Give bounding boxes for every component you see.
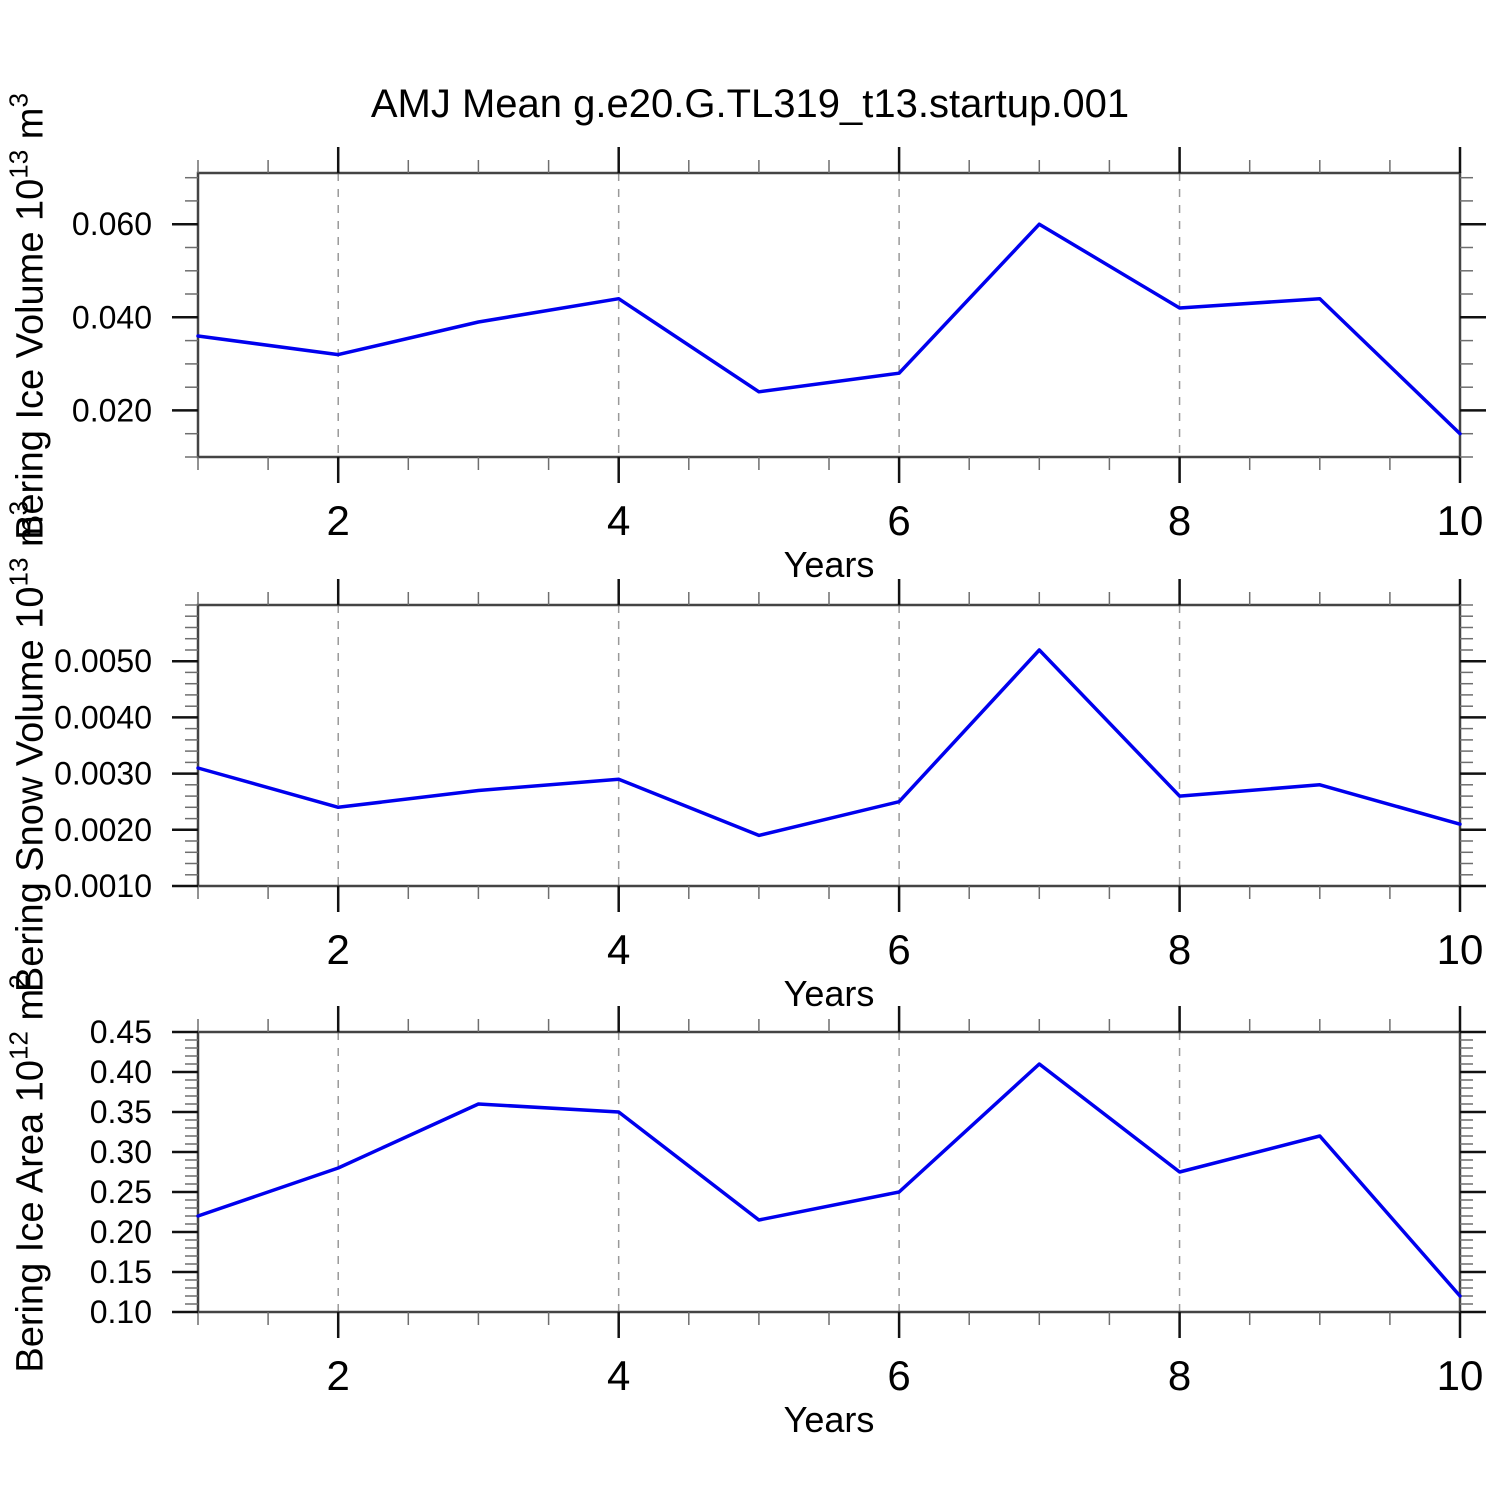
- x-tick-label: 10: [1437, 497, 1484, 544]
- x-tick-label: 8: [1168, 1352, 1191, 1399]
- panel-bering-snow-volume: 2 4 6 8 10 0.0010 0.0020 0.0030 0.0040 0.0050 Year…: [54, 579, 1486, 1014]
- x-tick-label: 6: [887, 1352, 910, 1399]
- y-tick-label: 0.0010: [54, 868, 152, 904]
- y-tick-label: 0.45: [90, 1014, 152, 1050]
- y-tick-label: 0.15: [90, 1254, 152, 1290]
- y-tick-label: 0.30: [90, 1134, 152, 1170]
- x-tick-label: 6: [887, 497, 910, 544]
- x-tick-label: 10: [1437, 1352, 1484, 1399]
- data-line-bering-ice-volume: [196, 222, 1462, 436]
- y-tick-label: 0.40: [90, 1054, 152, 1090]
- y-tick-label: 0.0020: [54, 812, 152, 848]
- x-axis-title: Years: [784, 1399, 875, 1440]
- x-tick-label: 4: [607, 1352, 630, 1399]
- y-tick-label: 0.040: [72, 299, 152, 335]
- panel-bering-ice-area: 2 4 6 8 10 0.10 0.15 0.20 0.25 0.30 0.35 0.40 0.45 Ye…: [90, 1006, 1486, 1440]
- x-tick-label: 2: [327, 1352, 350, 1399]
- x-tick-label: 10: [1437, 926, 1484, 973]
- y-tick-label: 0.0050: [54, 643, 152, 679]
- y-tick-label: 0.35: [90, 1094, 152, 1130]
- y-tick-label: 0.0030: [54, 756, 152, 792]
- data-line-bering-snow-volume: [196, 648, 1462, 838]
- y-tick-label: 0.10: [90, 1294, 152, 1330]
- plot-border: [196, 171, 1462, 459]
- plot-border: [196, 603, 1462, 888]
- x-tick-label: 2: [327, 497, 350, 544]
- x-tick-label: 8: [1168, 926, 1191, 973]
- y-tick-label: 0.0040: [54, 699, 152, 735]
- x-tick-label: 6: [887, 926, 910, 973]
- x-axis-title: Years: [784, 544, 875, 585]
- plot-border: [196, 1030, 1462, 1314]
- x-tick-label: 4: [607, 926, 630, 973]
- y-tick-label: 0.060: [72, 206, 152, 242]
- y-tick-label: 0.20: [90, 1214, 152, 1250]
- x-tick-label: 8: [1168, 497, 1191, 544]
- panel-bering-ice-volume: 2 4 6 8 10 0.020 0.040 0.060 Years: [72, 147, 1486, 585]
- x-tick-label: 4: [607, 497, 630, 544]
- data-line-bering-ice-area: [196, 1062, 1462, 1298]
- y-tick-label: 0.25: [90, 1174, 152, 1210]
- x-axis-title: Years: [784, 973, 875, 1014]
- x-tick-label: 2: [327, 926, 350, 973]
- chart-title: AMJ Mean g.e20.G.TL319_t13.startup.001: [370, 82, 1130, 126]
- y-tick-label: 0.020: [72, 392, 152, 428]
